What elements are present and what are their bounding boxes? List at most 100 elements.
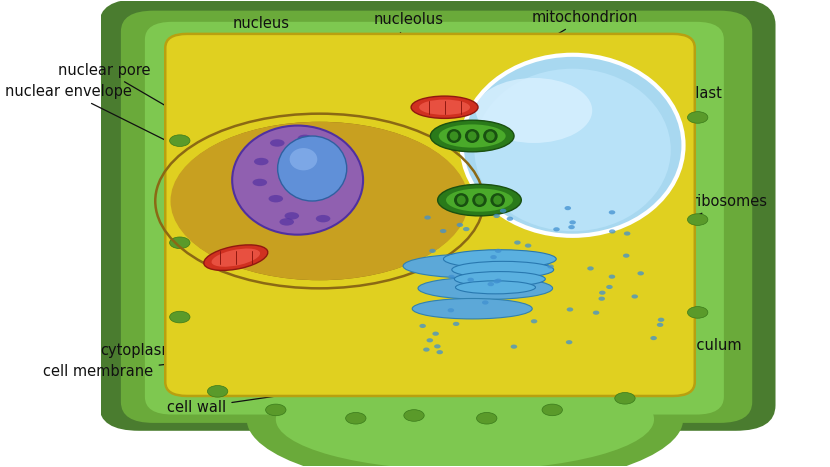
Ellipse shape (404, 410, 424, 421)
Ellipse shape (476, 412, 497, 424)
Ellipse shape (457, 223, 463, 227)
Ellipse shape (495, 249, 501, 253)
Ellipse shape (606, 285, 613, 289)
Ellipse shape (657, 323, 663, 327)
Ellipse shape (423, 347, 430, 352)
Text: vacuole: vacuole (554, 55, 676, 105)
Ellipse shape (434, 344, 441, 348)
Ellipse shape (483, 129, 498, 143)
Ellipse shape (439, 124, 505, 148)
Ellipse shape (432, 332, 439, 336)
Ellipse shape (658, 318, 664, 322)
Ellipse shape (427, 338, 433, 342)
Ellipse shape (169, 237, 190, 248)
Ellipse shape (542, 404, 563, 416)
Ellipse shape (330, 163, 345, 170)
Ellipse shape (413, 298, 532, 319)
Ellipse shape (569, 225, 575, 229)
Ellipse shape (496, 279, 501, 283)
Ellipse shape (447, 129, 461, 143)
Ellipse shape (247, 350, 683, 467)
Ellipse shape (443, 250, 556, 269)
Ellipse shape (456, 281, 535, 294)
Ellipse shape (493, 214, 500, 218)
Text: nucleolus: nucleolus (320, 13, 444, 155)
Ellipse shape (493, 195, 502, 205)
Ellipse shape (411, 96, 478, 118)
Ellipse shape (637, 271, 644, 276)
Ellipse shape (475, 195, 484, 205)
Ellipse shape (486, 131, 495, 141)
Ellipse shape (487, 282, 494, 286)
Ellipse shape (468, 131, 476, 141)
Ellipse shape (169, 311, 190, 323)
Ellipse shape (252, 179, 267, 186)
Ellipse shape (452, 262, 554, 278)
Ellipse shape (651, 336, 657, 340)
Ellipse shape (169, 135, 190, 147)
Ellipse shape (510, 345, 517, 349)
Ellipse shape (418, 277, 553, 299)
Ellipse shape (493, 279, 500, 283)
Ellipse shape (624, 232, 631, 236)
Ellipse shape (454, 193, 469, 207)
Ellipse shape (316, 215, 330, 222)
Ellipse shape (687, 214, 708, 226)
Ellipse shape (598, 297, 605, 301)
Ellipse shape (437, 350, 443, 354)
Ellipse shape (429, 249, 436, 253)
Ellipse shape (448, 275, 455, 279)
Ellipse shape (547, 264, 554, 269)
FancyBboxPatch shape (165, 34, 695, 396)
Ellipse shape (232, 126, 363, 234)
Ellipse shape (345, 412, 366, 424)
Ellipse shape (514, 241, 520, 245)
Ellipse shape (440, 229, 447, 233)
Ellipse shape (623, 254, 629, 258)
Ellipse shape (615, 392, 635, 404)
Ellipse shape (447, 308, 454, 312)
Ellipse shape (564, 206, 571, 210)
Text: Golgi apparatus: Golgi apparatus (510, 276, 685, 311)
Ellipse shape (566, 340, 573, 344)
Ellipse shape (461, 55, 683, 236)
Ellipse shape (277, 136, 347, 201)
Ellipse shape (593, 311, 599, 315)
Text: smooth endoplasmatic reticulum: smooth endoplasmatic reticulum (493, 299, 741, 354)
Text: ribosomes: ribosomes (620, 194, 768, 247)
Ellipse shape (450, 131, 458, 141)
Ellipse shape (475, 69, 671, 231)
Ellipse shape (453, 322, 460, 326)
Text: cell wall: cell wall (167, 392, 305, 415)
Ellipse shape (419, 99, 470, 115)
Ellipse shape (280, 218, 294, 226)
Ellipse shape (467, 278, 474, 282)
FancyBboxPatch shape (121, 11, 752, 423)
Text: rough endoplasmatic reticulum: rough endoplasmatic reticulum (323, 315, 552, 385)
Ellipse shape (270, 139, 285, 147)
Text: nuclear pore: nuclear pore (58, 63, 259, 160)
Ellipse shape (290, 148, 317, 170)
Ellipse shape (531, 319, 537, 323)
Ellipse shape (276, 368, 654, 467)
Ellipse shape (599, 290, 606, 295)
Ellipse shape (687, 112, 708, 123)
Text: chromatin: chromatin (368, 45, 448, 166)
Ellipse shape (212, 248, 260, 267)
Ellipse shape (437, 184, 521, 216)
Ellipse shape (254, 158, 269, 165)
Ellipse shape (298, 134, 312, 142)
Ellipse shape (588, 266, 593, 270)
Ellipse shape (491, 193, 505, 207)
Ellipse shape (569, 220, 576, 225)
Ellipse shape (285, 212, 299, 219)
Ellipse shape (609, 229, 616, 234)
Ellipse shape (419, 324, 426, 328)
Ellipse shape (457, 195, 466, 205)
Ellipse shape (525, 243, 531, 248)
Ellipse shape (170, 122, 468, 280)
Ellipse shape (506, 217, 513, 221)
Ellipse shape (403, 254, 549, 278)
Ellipse shape (491, 255, 497, 259)
Ellipse shape (608, 275, 615, 279)
